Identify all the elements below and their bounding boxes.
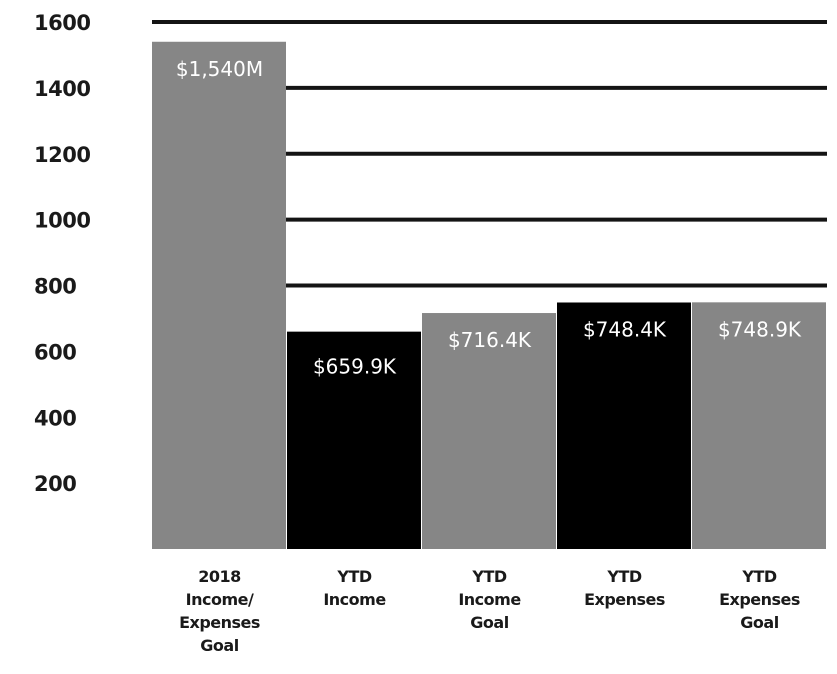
x-tick-label-line: Income/ bbox=[186, 590, 254, 609]
x-tick-label-line: Income bbox=[458, 590, 521, 609]
x-tick-label: 2018 Income/Expenses Goal bbox=[179, 567, 260, 655]
bar bbox=[152, 42, 286, 549]
x-tick-label-line: YTD bbox=[606, 567, 642, 586]
data-label: $748.4K bbox=[583, 317, 667, 341]
x-tick-label-line: Expenses bbox=[719, 590, 800, 609]
y-tick-label: 200 bbox=[34, 472, 76, 496]
data-label: $716.4K bbox=[448, 328, 532, 352]
data-label: $748.9K bbox=[718, 317, 802, 341]
y-tick-label: 800 bbox=[34, 275, 76, 299]
y-tick-label: 1600 bbox=[34, 11, 90, 35]
data-label: $1,540M bbox=[176, 57, 263, 81]
x-tick-label: YTD Expenses Goal bbox=[719, 567, 800, 632]
x-tick-label: YTD Income Goal bbox=[458, 567, 521, 632]
y-tick-label: 600 bbox=[34, 340, 76, 364]
y-tick-label: 1400 bbox=[34, 77, 90, 101]
x-tick-label-line: Income bbox=[323, 590, 386, 609]
x-tick-label-line: Goal bbox=[200, 636, 238, 655]
bars bbox=[152, 42, 826, 549]
y-tick-label: 400 bbox=[34, 406, 76, 430]
x-tick-label-line: YTD bbox=[741, 567, 777, 586]
data-label: $659.9K bbox=[313, 355, 397, 379]
y-tick-label: 1000 bbox=[34, 209, 90, 233]
y-axis: 200 400 600 800 1000 1200 1400 1600 bbox=[34, 11, 90, 496]
x-axis: 2018 Income/Expenses Goal YTD Income YTD Incom… bbox=[179, 567, 800, 655]
x-tick-label-line: Goal bbox=[740, 613, 778, 632]
x-tick-label-line: Goal bbox=[470, 613, 508, 632]
x-tick-label-line: YTD bbox=[471, 567, 507, 586]
x-tick-label-line: Expenses bbox=[584, 590, 665, 609]
x-tick-label: YTD Income bbox=[323, 567, 386, 609]
x-tick-label-line: YTD bbox=[336, 567, 372, 586]
y-tick-label: 1200 bbox=[34, 143, 90, 167]
x-tick-label: YTD Expenses bbox=[584, 567, 665, 609]
x-tick-label-line: 2018 bbox=[198, 567, 241, 586]
x-tick-label-line: Expenses bbox=[179, 613, 260, 632]
